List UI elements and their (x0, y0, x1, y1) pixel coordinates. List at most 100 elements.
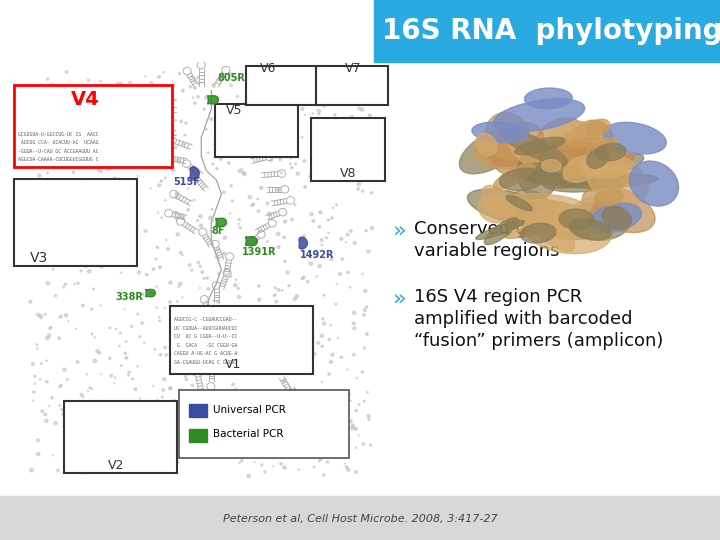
Circle shape (37, 174, 41, 177)
Circle shape (282, 290, 283, 291)
Circle shape (82, 233, 84, 234)
Circle shape (183, 144, 184, 145)
Circle shape (119, 96, 121, 98)
Ellipse shape (552, 148, 602, 170)
Text: Conserved gene, with: Conserved gene, with (415, 220, 611, 238)
Circle shape (164, 346, 166, 349)
Circle shape (220, 158, 222, 160)
Circle shape (327, 219, 329, 221)
Circle shape (63, 211, 67, 214)
Ellipse shape (566, 138, 618, 146)
Circle shape (235, 309, 238, 310)
Ellipse shape (541, 160, 561, 172)
Circle shape (175, 119, 176, 121)
Circle shape (249, 143, 251, 144)
Circle shape (102, 113, 104, 116)
Circle shape (328, 373, 330, 375)
Circle shape (290, 158, 291, 159)
Circle shape (364, 289, 367, 293)
Circle shape (100, 80, 102, 82)
Circle shape (318, 226, 320, 228)
Circle shape (153, 87, 157, 90)
Circle shape (152, 268, 155, 271)
Circle shape (145, 274, 148, 276)
Circle shape (88, 247, 90, 249)
Circle shape (157, 456, 158, 458)
Circle shape (84, 162, 87, 165)
Circle shape (298, 401, 301, 403)
Circle shape (274, 73, 275, 76)
Circle shape (338, 102, 340, 104)
Circle shape (333, 171, 337, 175)
Bar (0, 496, 720, 540)
Circle shape (82, 259, 85, 262)
Circle shape (127, 112, 128, 114)
Ellipse shape (495, 152, 539, 176)
Circle shape (253, 203, 255, 205)
Circle shape (50, 327, 52, 328)
Circle shape (270, 159, 272, 161)
Circle shape (47, 172, 48, 174)
Circle shape (325, 176, 328, 179)
Circle shape (286, 271, 289, 274)
Circle shape (296, 172, 300, 175)
FancyBboxPatch shape (179, 390, 349, 458)
Circle shape (94, 465, 97, 468)
Circle shape (317, 342, 320, 345)
Circle shape (266, 132, 269, 134)
Circle shape (257, 210, 260, 212)
Circle shape (199, 426, 200, 427)
Circle shape (274, 294, 276, 295)
Circle shape (212, 219, 213, 221)
Circle shape (90, 109, 92, 112)
Circle shape (180, 426, 181, 427)
Circle shape (76, 361, 79, 363)
Circle shape (138, 445, 140, 446)
Circle shape (63, 158, 66, 161)
Polygon shape (246, 237, 257, 246)
Circle shape (192, 368, 193, 369)
Circle shape (294, 147, 297, 150)
Text: 1391R: 1391R (241, 247, 276, 258)
Ellipse shape (543, 134, 608, 173)
FancyBboxPatch shape (170, 306, 313, 374)
Circle shape (120, 272, 122, 273)
Circle shape (273, 465, 274, 467)
Circle shape (307, 280, 309, 283)
Circle shape (320, 458, 322, 460)
Circle shape (340, 155, 342, 157)
Circle shape (72, 171, 75, 173)
Circle shape (128, 371, 130, 374)
Circle shape (228, 424, 232, 427)
Circle shape (137, 176, 138, 177)
Circle shape (359, 404, 360, 405)
Circle shape (276, 232, 280, 235)
Circle shape (89, 166, 91, 168)
Text: »: » (392, 220, 406, 240)
Circle shape (110, 456, 112, 457)
Circle shape (189, 407, 192, 409)
Circle shape (346, 233, 349, 236)
Circle shape (98, 401, 101, 403)
Circle shape (166, 138, 169, 140)
Circle shape (222, 308, 225, 311)
Circle shape (214, 402, 216, 403)
Circle shape (73, 425, 77, 428)
Circle shape (347, 92, 349, 93)
Ellipse shape (570, 201, 630, 240)
Text: GCGUGUA-U-GGCCUG-UC CG  AACC: GCGUGUA-U-GGCCUG-UC CG AACC (18, 132, 99, 137)
Circle shape (40, 318, 42, 319)
Circle shape (109, 254, 112, 255)
Circle shape (163, 103, 166, 104)
Circle shape (192, 97, 194, 98)
Circle shape (340, 356, 343, 359)
Ellipse shape (552, 141, 634, 161)
Ellipse shape (569, 219, 612, 240)
Circle shape (211, 236, 212, 237)
Circle shape (117, 194, 120, 198)
Circle shape (221, 154, 224, 157)
Circle shape (54, 135, 55, 136)
Circle shape (174, 455, 177, 457)
Circle shape (235, 77, 238, 79)
Text: Universal PCR: Universal PCR (213, 405, 286, 415)
